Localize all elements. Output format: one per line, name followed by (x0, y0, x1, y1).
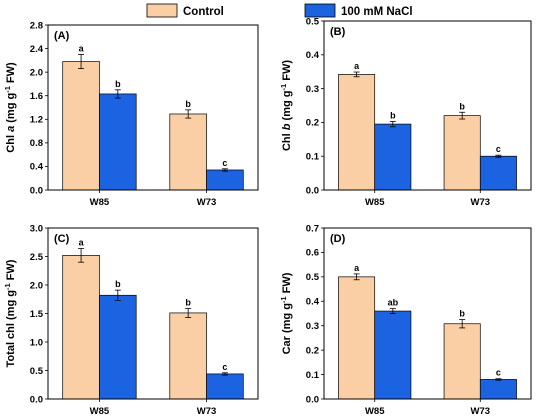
bar (169, 312, 207, 400)
legend-swatch-control (146, 3, 178, 18)
significance-letter: c (496, 144, 501, 154)
y-tick-label: 2.8 (30, 20, 43, 31)
y-tick-label: 0.5 (306, 272, 320, 283)
x-tick-label: W73 (197, 197, 217, 208)
y-tick-label: 0.0 (306, 185, 319, 196)
significance-letter: ab (388, 298, 399, 308)
significance-letter: c (496, 368, 501, 378)
y-tick-label: 0.0 (306, 394, 319, 405)
bar (99, 93, 137, 191)
axes-frame (323, 20, 532, 191)
y-tick-label: 0.2 (306, 345, 319, 356)
y-axis-label: Chl b (mg g-1 FW) (279, 60, 294, 151)
y-tick-label: 0.3 (306, 321, 319, 332)
y-tick-label: 1.0 (30, 337, 43, 348)
significance-letter: b (115, 279, 121, 289)
significance-letter: b (459, 309, 465, 319)
bar (479, 155, 517, 191)
bar (206, 169, 244, 191)
panels: abW85bcW730.00.40.81.21.62.02.42.8(A)Chl… (3, 16, 532, 417)
y-tick-label: 2.0 (30, 67, 43, 78)
x-tick-label: W85 (90, 406, 110, 417)
significance-letter: b (185, 297, 191, 307)
chart-panel-1: a b W85 b c W73 0.0 0.4 0.8 1.2 1.6 2.0 2.4 2.8 (A) Chl… (3, 20, 259, 208)
x-tick-label: W73 (197, 406, 217, 417)
panel-label: (B) (330, 26, 346, 38)
bar (374, 310, 412, 400)
y-tick-label: 0.7 (306, 223, 319, 234)
y-tick-label: 0.5 (30, 366, 44, 377)
chart-panel-2: a b W85 b c W73 0.0 0.1 0.2 0.3 0.4 0.5 (B) Chl b (mg… (279, 16, 532, 208)
legend: Control 100 mM NaCl (146, 3, 413, 18)
legend-label-nacl: 100 mM NaCl (341, 6, 413, 18)
y-tick-label: 0.4 (306, 297, 320, 308)
y-tick-label: 1.5 (30, 309, 44, 320)
y-tick-label: 1.6 (30, 91, 43, 102)
x-tick-label: W85 (365, 406, 385, 417)
significance-letter: a (354, 61, 360, 71)
legend-label-control: Control (183, 6, 224, 18)
bar (206, 373, 244, 400)
y-tick-label: 0.5 (306, 16, 320, 27)
significance-letter: b (390, 110, 396, 120)
significance-letter: b (185, 99, 191, 109)
y-tick-label: 0.6 (306, 248, 319, 259)
y-tick-label: 0.0 (30, 185, 43, 196)
significance-letter: a (79, 238, 85, 248)
axes-frame (323, 227, 532, 400)
panel-label: (C) (54, 233, 70, 245)
chart-panel-4: a ab W85 b c W73 0.0 0.1 0.2 0.3 0.4 0.5 0.6 0.7 (D) Ca… (279, 223, 532, 417)
x-tick-label: W85 (90, 197, 110, 208)
y-tick-label: 3.0 (30, 223, 43, 234)
significance-letter: c (222, 362, 227, 372)
bar (338, 74, 376, 191)
bar (374, 123, 412, 191)
bar (62, 255, 100, 400)
y-tick-label: 0.0 (30, 394, 43, 405)
chart-panel-3: a b W85 b c W73 0.0 0.5 1.0 1.5 2.0 2.5 3.0 (C) Total … (3, 223, 259, 417)
y-axis-label: Car (mg g-1 FW) (279, 272, 294, 354)
y-tick-label: 0.4 (306, 50, 320, 61)
panel-label: (D) (330, 233, 346, 245)
bar (62, 61, 100, 191)
y-tick-label: 0.1 (306, 370, 320, 381)
legend-swatch-nacl (304, 3, 336, 18)
bar (443, 115, 481, 191)
y-tick-label: 2.0 (30, 280, 43, 291)
bar (99, 294, 137, 400)
significance-letter: a (79, 43, 85, 53)
y-tick-label: 2.4 (30, 44, 44, 55)
y-tick-label: 2.5 (30, 252, 44, 263)
bar (338, 276, 376, 400)
y-tick-label: 0.1 (306, 152, 320, 163)
y-tick-label: 0.8 (30, 138, 43, 149)
x-tick-label: W73 (471, 406, 491, 417)
bar (479, 379, 517, 400)
axes-frame (47, 227, 259, 400)
bar (443, 323, 481, 400)
significance-letter: b (459, 101, 465, 111)
significance-letter: b (115, 79, 121, 89)
significance-letter: c (222, 158, 227, 168)
significance-letter: a (354, 263, 360, 273)
y-tick-label: 0.4 (30, 162, 44, 173)
x-tick-label: W73 (471, 197, 491, 208)
bar (169, 113, 207, 191)
axes-frame (47, 24, 259, 191)
y-tick-label: 1.2 (30, 115, 43, 126)
panel-label: (A) (54, 30, 70, 42)
y-axis-label: Chl a (mg g-1 FW) (3, 62, 18, 153)
x-tick-label: W85 (365, 197, 385, 208)
y-tick-label: 0.2 (306, 118, 319, 129)
y-axis-label: Total chl (mg g-1 FW) (3, 259, 18, 367)
y-tick-label: 0.3 (306, 84, 319, 95)
